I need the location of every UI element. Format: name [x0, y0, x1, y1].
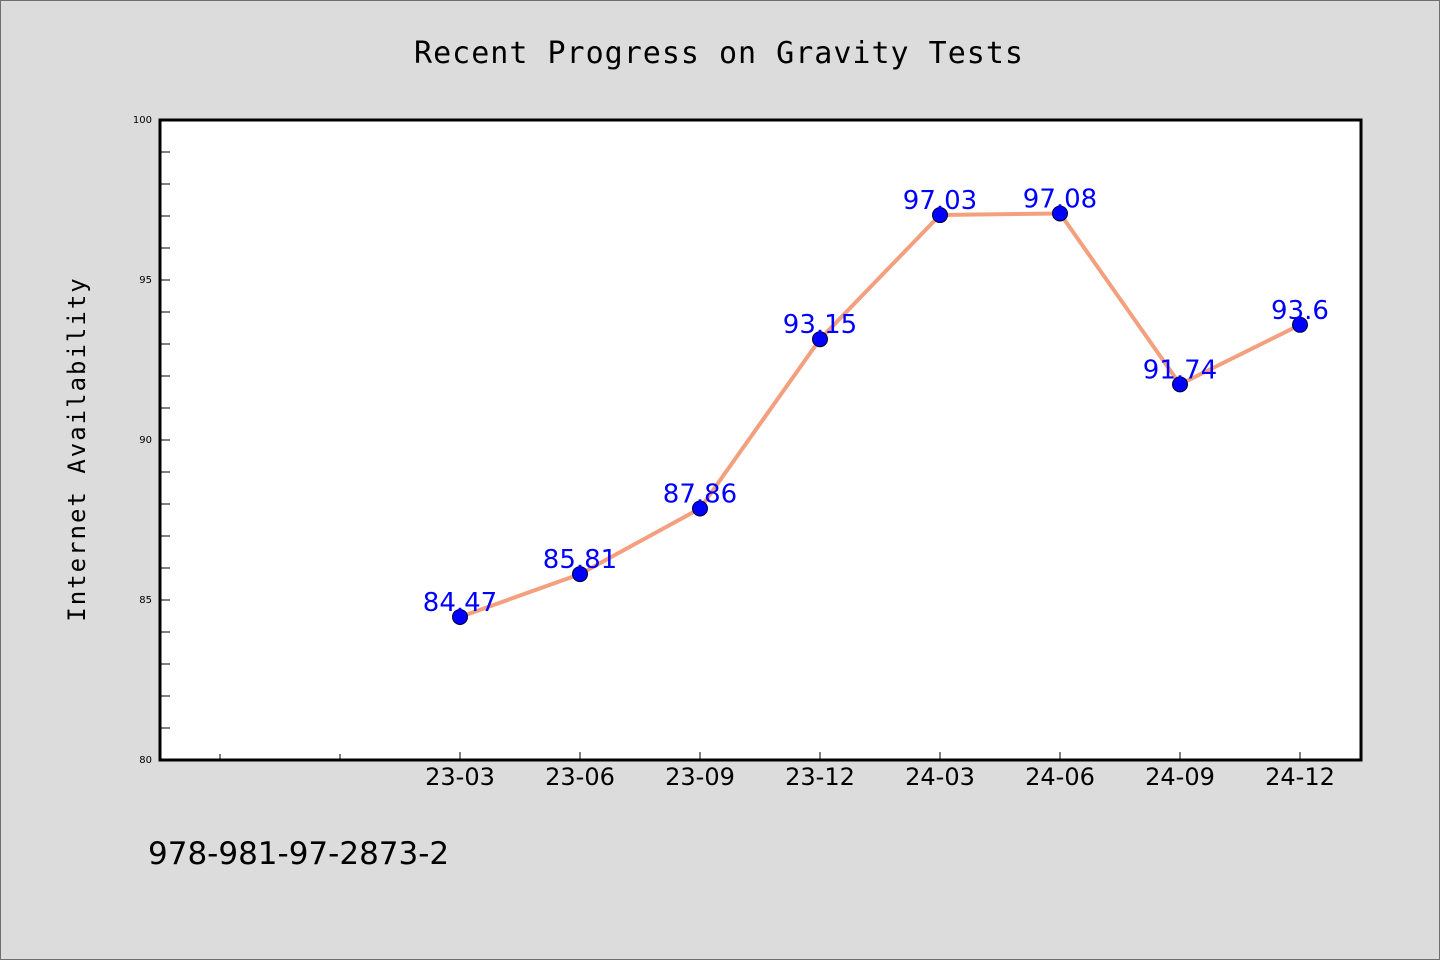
plot-area	[160, 120, 1361, 760]
chart-title: Recent Progress on Gravity Tests	[414, 36, 1024, 71]
y-tick-label: 90	[139, 435, 152, 446]
data-point	[452, 608, 468, 625]
data-label: 93.15	[783, 310, 857, 340]
isbn-text: 978-981-97-2873-2	[148, 836, 449, 872]
data-point	[1052, 205, 1068, 222]
y-tick-label: 95	[139, 275, 152, 286]
data-label: 85.81	[543, 545, 617, 575]
data-point	[572, 566, 588, 583]
x-tick-label: 24-12	[1265, 763, 1335, 791]
data-point	[1292, 316, 1308, 333]
series-line	[458, 211, 1302, 619]
series-markers-group	[452, 205, 1308, 625]
data-label: 97.08	[1023, 184, 1097, 214]
x-tick-label: 23-03	[425, 763, 495, 791]
x-tick-label: 24-09	[1145, 763, 1215, 791]
x-tick-label: 24-03	[905, 763, 975, 791]
x-tick-label: 23-09	[665, 763, 735, 791]
x-tick-label: 23-06	[545, 763, 615, 791]
data-point	[812, 331, 828, 348]
x-tick-label: 23-12	[785, 763, 855, 791]
y-tick-label: 80	[139, 755, 152, 766]
data-label: 93.6	[1271, 296, 1329, 326]
data-point	[692, 500, 708, 517]
data-point	[1172, 376, 1188, 393]
data-label: 97.03	[903, 186, 977, 216]
series-line-group	[458, 211, 1302, 619]
data-label: 84.47	[423, 588, 497, 618]
x-axis-ticks: 23-03 23-06 23-09 23-12 24-03 24-06 24-09 24-12	[219, 752, 1335, 791]
y-axis-label: Internet Availability	[63, 276, 91, 621]
data-label: 87.86	[663, 479, 737, 509]
x-tick-label: 24-06	[1025, 763, 1095, 791]
data-label: 91.74	[1143, 355, 1217, 385]
plot-border	[158, 118, 1363, 762]
y-tick-label: 85	[139, 595, 152, 606]
data-point	[932, 207, 948, 224]
data-labels-group: 84.47 85.81 87.86 93.15 97.03 97.08 91.74 93.6	[423, 184, 1329, 618]
y-tick-label: 100	[133, 115, 152, 126]
